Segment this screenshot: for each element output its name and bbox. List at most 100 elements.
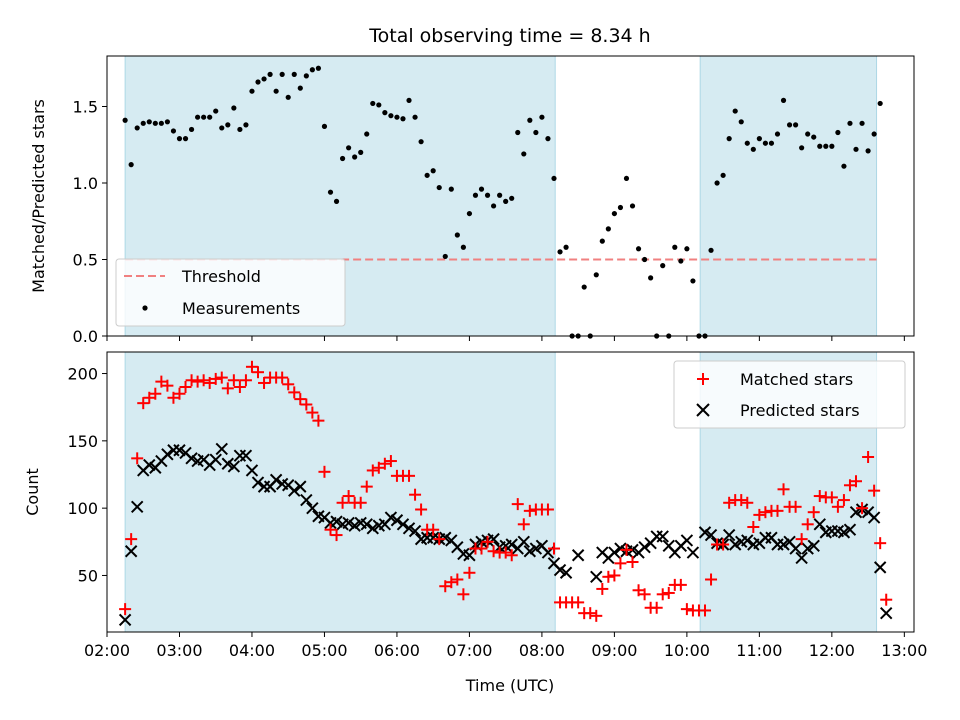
- matched-point: [487, 545, 500, 558]
- matched-point: [777, 483, 790, 496]
- matched-point: [197, 374, 210, 387]
- predicted-point: [590, 570, 603, 584]
- matched-point: [354, 496, 367, 509]
- predicted-point: [124, 545, 138, 558]
- matched-point: [789, 500, 802, 513]
- measurement-point: [503, 198, 509, 204]
- measurement-point: [563, 244, 569, 250]
- measurement-point: [370, 100, 376, 107]
- measurement-point: [188, 126, 195, 133]
- measurement-points: [122, 65, 883, 339]
- matched-point: [403, 469, 416, 482]
- matched-point: [342, 490, 355, 503]
- matched-point: [155, 375, 168, 388]
- measurement-point: [605, 226, 611, 232]
- matched-point: [173, 387, 186, 400]
- matched-point: [143, 391, 156, 404]
- measurement-point: [817, 143, 823, 149]
- x-tick-label: 10:00: [664, 641, 710, 660]
- measurement-point: [865, 148, 871, 154]
- y-tick-label: 50: [78, 566, 98, 585]
- matched-point: [179, 381, 192, 393]
- matched-point: [523, 504, 536, 517]
- measurement-point: [158, 120, 164, 126]
- matched-point: [813, 490, 826, 503]
- measurement-point: [164, 119, 171, 125]
- measurement-point: [497, 192, 503, 198]
- matched-point: [185, 374, 198, 387]
- predicted-point: [789, 542, 802, 555]
- predicted-point: [722, 528, 736, 542]
- matched-point: [795, 533, 808, 546]
- measurement-point: [611, 210, 617, 217]
- predicted-point: [505, 538, 518, 551]
- matched-point: [457, 588, 470, 601]
- predicted-point: [288, 484, 301, 497]
- measurement-point: [581, 284, 587, 290]
- x-tick-label: 02:00: [84, 641, 130, 660]
- measurement-point: [424, 172, 430, 178]
- matched-point: [366, 464, 379, 477]
- measurement-point: [847, 120, 853, 126]
- matched-point: [167, 391, 180, 404]
- x-axis-ticks-top: [106, 336, 905, 341]
- measurement-point: [182, 136, 189, 142]
- measurement-point: [195, 114, 201, 120]
- measurement-point: [134, 125, 140, 131]
- matched-point: [801, 518, 814, 531]
- x-tick-label: 09:00: [591, 641, 637, 660]
- predicted-point: [227, 460, 241, 473]
- measurement-point: [738, 119, 744, 125]
- legend-bottom: Matched stars Predicted stars: [673, 360, 906, 429]
- plot-frame-top: [106, 55, 915, 337]
- measurement-point: [346, 145, 352, 151]
- predicted-point: [269, 473, 283, 487]
- measurement-point: [146, 119, 152, 125]
- measurement-point: [786, 122, 793, 128]
- predicted-point: [880, 606, 893, 620]
- measurement-point: [690, 278, 696, 284]
- matched-point: [372, 461, 385, 474]
- matched-point: [336, 496, 349, 509]
- measurement-point: [128, 162, 134, 168]
- measurement-point: [780, 97, 787, 103]
- y-tick-label: 150: [67, 432, 98, 451]
- measurement-point: [400, 116, 406, 122]
- predicted-point: [807, 539, 820, 553]
- predicted-point: [571, 549, 585, 562]
- matched-point: [119, 603, 132, 616]
- predicted-point: [294, 480, 307, 493]
- predicted-point: [650, 530, 663, 543]
- predicted-point: [608, 546, 621, 559]
- predicted-point: [873, 561, 887, 574]
- predicted-point: [360, 518, 373, 531]
- measurement-point: [315, 65, 322, 71]
- legend-top: Threshold Measurements: [115, 258, 346, 327]
- predicted-point: [795, 551, 808, 565]
- predicted-point: [239, 449, 253, 462]
- matched-point: [324, 523, 337, 536]
- matched-point: [590, 609, 603, 622]
- legend-matched-swatch: [697, 373, 709, 385]
- measurement-point: [273, 88, 279, 94]
- matched-point: [288, 386, 301, 399]
- measurement-point: [835, 129, 841, 136]
- measurement-point: [859, 120, 865, 126]
- measurement-point: [853, 146, 859, 152]
- measurement-point: [768, 140, 775, 146]
- matched-point: [511, 498, 524, 511]
- matched-point: [807, 506, 820, 519]
- measurement-point: [774, 131, 781, 137]
- y-axis-label-bottom: Count: [23, 468, 42, 516]
- measurement-point: [726, 136, 732, 142]
- measurement-point: [509, 195, 515, 201]
- measurement-point: [219, 125, 225, 131]
- matched-point: [759, 506, 772, 519]
- legend-measurements-swatch: [142, 305, 148, 311]
- measurement-point: [648, 275, 654, 281]
- x-tick-label: 03:00: [156, 641, 202, 660]
- measurement-point: [684, 246, 690, 252]
- matched-point: [149, 387, 162, 400]
- y-axis-ticks-top: 0.0 0.5 1.0 1.5: [73, 97, 107, 346]
- matched-point: [747, 521, 760, 533]
